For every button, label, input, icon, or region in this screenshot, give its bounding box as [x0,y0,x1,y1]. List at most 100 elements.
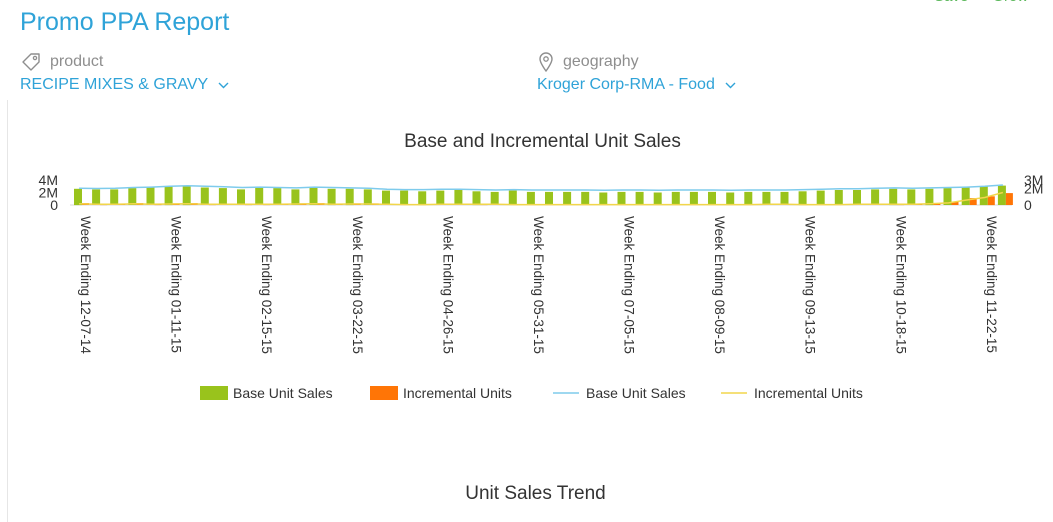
base-bar [853,190,861,205]
base-bar [599,192,608,205]
x-axis-tick-label: Week Ending 07-05-15 [622,216,637,354]
base-bar [309,186,318,205]
x-axis-tick-label: Week Ending 04-26-15 [440,216,455,354]
product-dropdown[interactable]: RECIPE MIXES & GRAVY [20,76,229,94]
base-bar [490,191,499,205]
x-axis-tick-label: Week Ending 01-11-15 [169,216,184,353]
left-axis-tick: 4M [39,172,58,188]
base-bar [291,189,300,205]
legend-label: Base Unit Sales [233,385,333,401]
base-bar [889,188,898,206]
right-axis-tick: 0 [1024,197,1032,213]
trend-section-title: Unit Sales Trend [465,483,606,504]
page-title: Promo PPA Report [20,8,230,36]
x-axis-tick-label: Week Ending 10-18-15 [893,216,908,354]
legend-swatch [200,386,228,400]
base-bar [581,191,590,205]
base-bar [182,186,191,206]
base-bar [834,190,843,205]
base-bar [472,191,481,206]
chevron-down-icon [218,82,229,88]
base-bar [762,191,771,205]
x-axis-tick-label: Week Ending 08-09-15 [712,216,727,354]
base-bar [164,186,173,206]
base-bar [74,188,82,206]
base-bar [907,189,916,205]
base-bar [617,191,626,205]
right-axis-tick: 3M [1024,172,1043,188]
base-bar [780,191,789,205]
base-bar [925,188,934,206]
base-bar [418,191,427,206]
incremental-bar [951,201,959,205]
x-axis-tick-label: Week Ending 12-07-14 [78,216,93,354]
product-label: product [50,53,104,70]
base-bar [382,190,390,205]
base-bar [110,189,119,205]
x-axis-tick-label: Week Ending 11-22-15 [984,216,999,353]
legend-label: Incremental Units [754,385,863,401]
legend-label: Incremental Units [403,385,512,401]
product-filter-label: product [20,50,229,74]
geography-dropdown[interactable]: Kroger Corp-RMA - Food [537,76,736,94]
base-bar [708,191,716,205]
base-bar [146,187,155,205]
left-axis-tick: 2M [39,185,58,201]
base-unit-sales-line [79,184,1003,191]
base-bar [345,188,354,206]
base-bar [671,191,680,205]
x-axis-tick-label: Week Ending 02-15-15 [259,216,274,354]
base-bar [816,190,825,205]
base-bar [508,190,517,205]
base-bar [454,190,463,205]
base-bar [526,191,535,205]
x-axis-tick-label: Week Ending 03-22-15 [350,216,365,354]
base-bar [979,186,988,206]
legend-swatch [370,386,398,400]
base-bar [563,191,572,205]
base-bar [400,190,409,205]
grow-link[interactable]: Grow [992,0,1028,8]
product-filter: product RECIPE MIXES & GRAVY [20,50,229,94]
base-bar [635,191,644,205]
left-axis-tick: 0 [50,197,58,213]
geography-filter-label: geography [537,50,736,74]
base-bar [961,187,970,205]
base-bar [545,191,553,205]
base-bar [237,189,245,205]
base-bar [943,188,952,205]
geography-label: geography [563,53,639,70]
base-bar [871,189,880,205]
legend-label: Base Unit Sales [586,385,686,401]
product-value: RECIPE MIXES & GRAVY [20,76,209,93]
base-bar [798,191,807,206]
x-axis-tick-label: Week Ending 09-13-15 [803,216,818,354]
geography-filter: geography Kroger Corp-RMA - Food [537,50,736,94]
base-bar [200,187,209,205]
incremental-bar [987,196,995,206]
base-bar [327,188,336,206]
tag-icon [22,53,40,71]
base-bar [255,187,264,205]
incremental-units-line [79,191,1004,206]
geography-value: Kroger Corp-RMA - Food [537,76,715,93]
base-bar [363,189,372,205]
content-divider [7,100,8,522]
base-bar [273,188,282,205]
base-bar [218,188,227,205]
right-axis-tick: 2M [1024,180,1043,196]
map-pin-icon [539,52,553,73]
base-bar [92,189,101,205]
chevron-down-icon [725,82,736,88]
chart-title: Base and Incremental Unit Sales [404,131,681,152]
base-bar [653,192,662,205]
base-bar [744,191,753,205]
base-bar [128,188,137,205]
base-bar [997,185,1006,205]
save-link[interactable]: Save [934,0,968,8]
incremental-bar [1005,193,1013,205]
base-bar [689,191,698,205]
base-bar [436,190,445,205]
incremental-bar [969,198,977,205]
